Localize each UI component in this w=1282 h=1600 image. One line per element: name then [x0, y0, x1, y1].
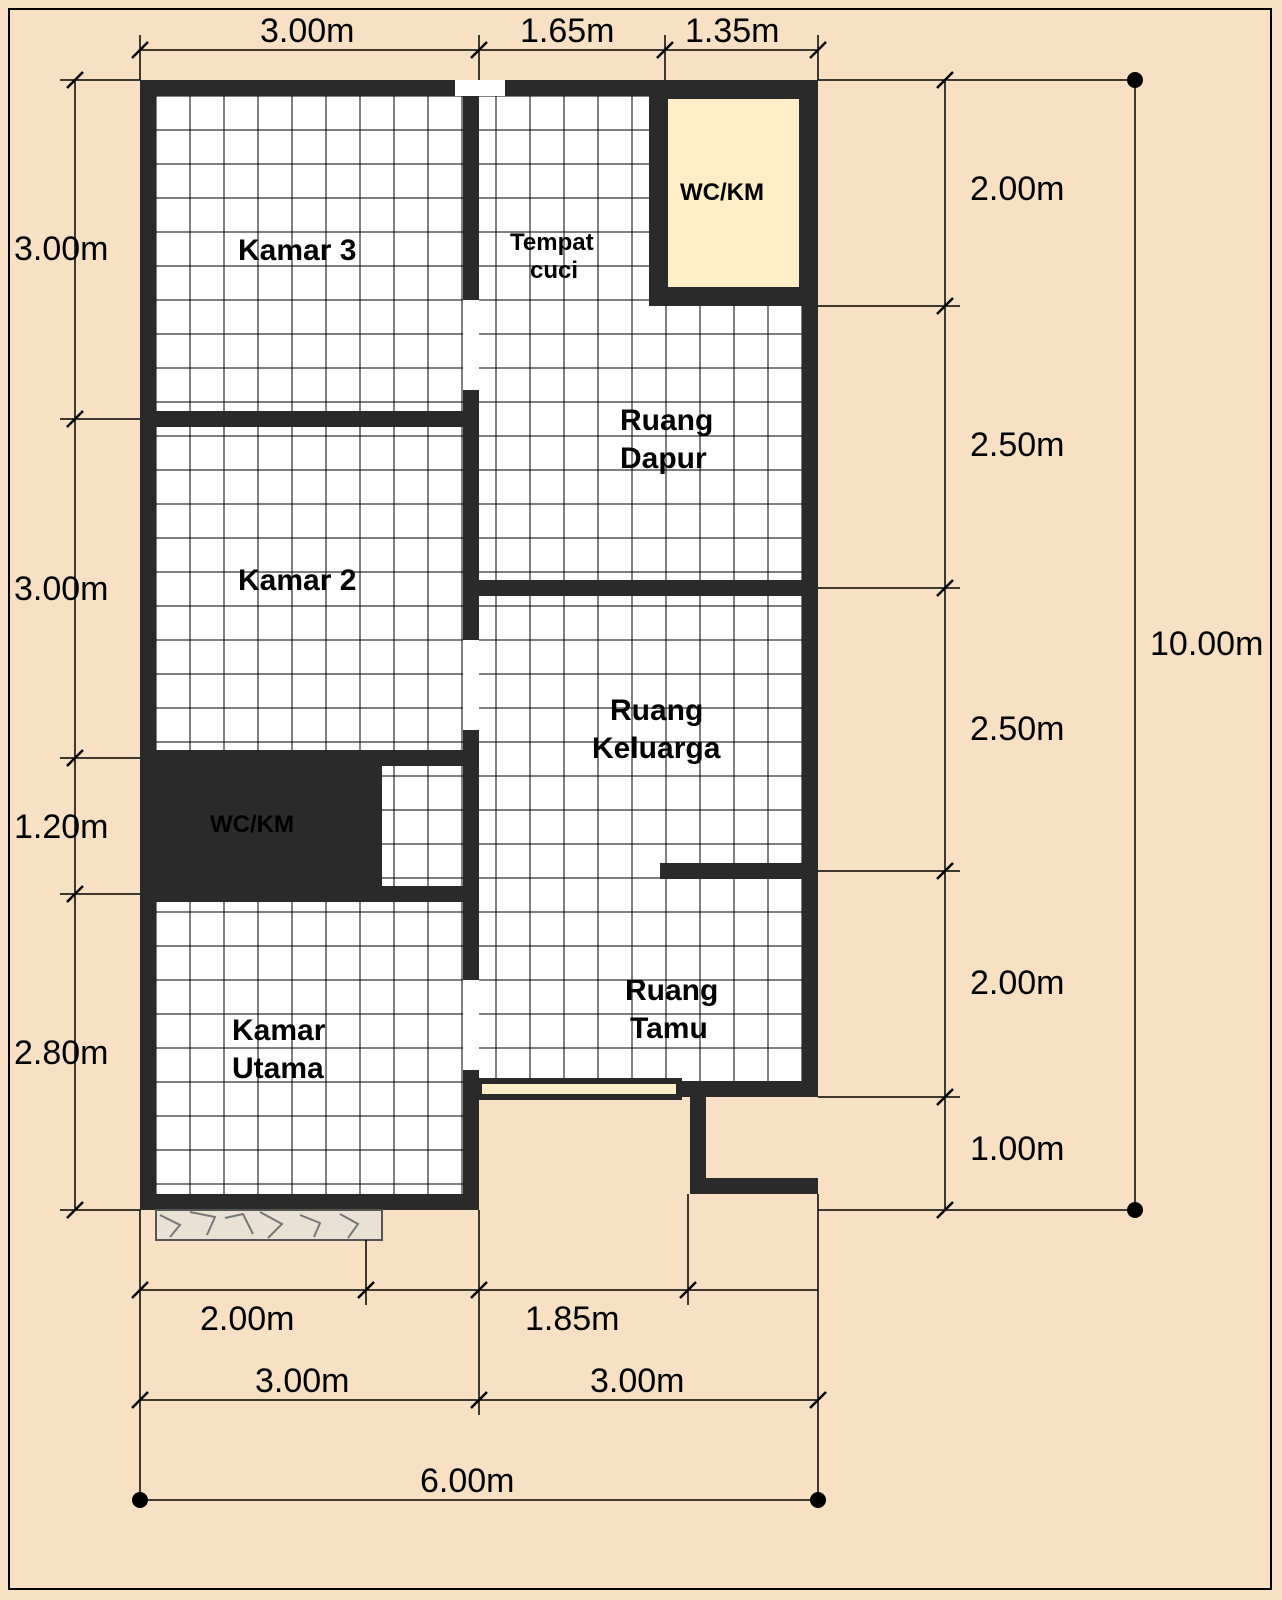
- outer-frame: [8, 8, 1272, 1590]
